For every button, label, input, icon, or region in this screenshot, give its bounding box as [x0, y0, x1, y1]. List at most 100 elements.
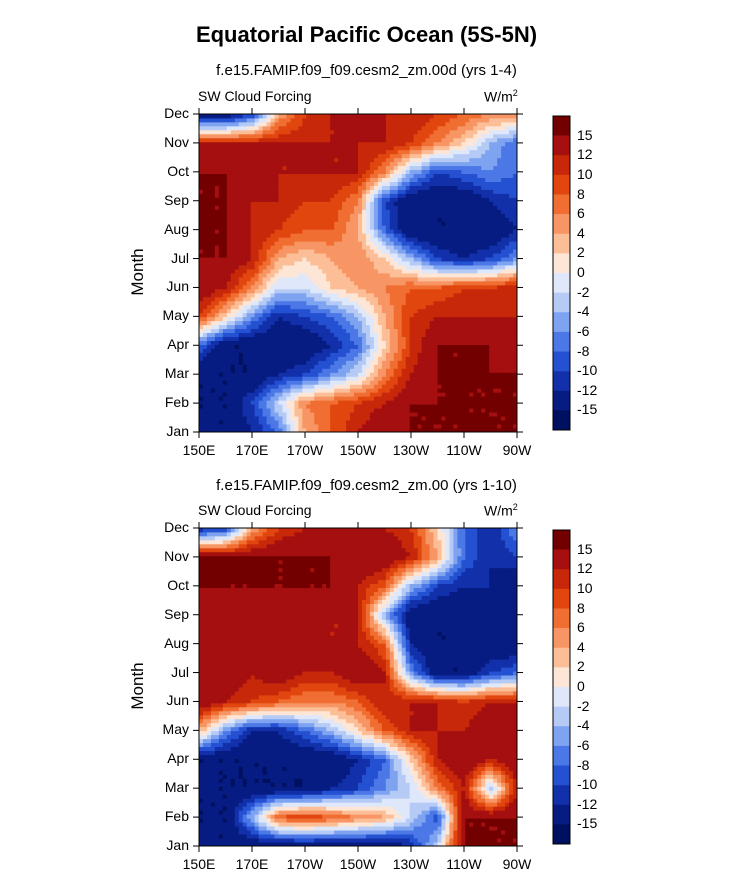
heat-cell: [210, 412, 216, 417]
heat-cell: [294, 253, 299, 258]
heat-cell: [389, 428, 395, 433]
heat-cell: [437, 193, 442, 198]
heat-cell: [481, 380, 486, 385]
heat-cell: [449, 276, 454, 282]
heat-cell: [377, 292, 383, 298]
heat-cell: [302, 368, 307, 373]
heat-cell: [401, 356, 407, 361]
heat-cell: [342, 428, 347, 433]
heat-cell: [441, 296, 446, 302]
heat-cell: [278, 328, 283, 334]
heat-cell: [401, 420, 407, 425]
heat-cell: [290, 400, 295, 405]
heat-cell: [481, 420, 486, 425]
heat-cell: [202, 412, 208, 417]
heat-cell: [457, 300, 462, 306]
heat-cell: [413, 416, 419, 421]
heat-cell: [373, 261, 379, 266]
heat-cell: [278, 237, 283, 242]
heat-cell: [214, 388, 220, 393]
heat-cell: [449, 304, 454, 310]
heat-cell: [449, 308, 454, 314]
heat-cell: [206, 360, 212, 365]
heat-cell: [445, 324, 450, 330]
heat-cell: [258, 372, 264, 377]
heat-cell: [485, 332, 490, 338]
heat-cell: [417, 237, 423, 242]
heat-cell: [266, 269, 271, 274]
heat-cell: [365, 392, 371, 397]
heat-cell: [214, 360, 220, 365]
heat-cell: [465, 316, 470, 322]
heat-cell: [346, 304, 351, 310]
heat-cell: [481, 368, 486, 373]
heat-cell: [330, 384, 335, 389]
heat-cell: [206, 276, 212, 282]
heat-cell: [354, 213, 359, 218]
heat-cell: [405, 308, 411, 314]
heat-cell: [493, 229, 498, 234]
heat-cell: [342, 213, 347, 218]
heat-cell: [501, 221, 506, 226]
heat-cell: [377, 241, 383, 246]
heat-cell: [334, 384, 339, 389]
heat-cell: [485, 269, 490, 274]
heat-cell: [246, 404, 252, 409]
heat-cell: [270, 360, 275, 365]
heat-cell: [469, 408, 474, 413]
heat-cell: [314, 388, 319, 393]
heat-cell: [437, 412, 442, 417]
heat-cell: [230, 229, 236, 234]
heat-cell: [206, 284, 212, 290]
heat-cell: [226, 368, 232, 373]
heat-cell: [485, 221, 490, 226]
heat-cell: [449, 185, 454, 190]
heat-cell: [385, 229, 391, 234]
heat-cell: [421, 229, 426, 234]
heat-cell: [493, 336, 498, 341]
heat-cell: [270, 368, 275, 373]
heat-cell: [199, 257, 204, 262]
heat-cell: [266, 372, 271, 377]
heat-cell: [354, 233, 359, 238]
heat-cell: [318, 261, 323, 266]
heat-cell: [222, 392, 228, 397]
heat-cell: [310, 356, 315, 361]
heat-cell: [250, 280, 256, 286]
heat-cell: [286, 233, 291, 238]
heat-cell: [485, 336, 490, 341]
heat-cell: [477, 416, 482, 421]
heat-cell: [294, 416, 299, 421]
heat-cell: [270, 276, 275, 282]
heat-cell: [230, 392, 236, 397]
heat-cell: [278, 316, 283, 322]
heat-cell: [477, 388, 482, 393]
heat-cell: [298, 296, 303, 302]
heat-cell: [425, 308, 430, 314]
heat-cell: [505, 356, 510, 361]
heat-cell: [469, 269, 474, 274]
heat-cell: [242, 380, 248, 385]
heat-cell: [485, 372, 490, 377]
heat-cell: [449, 284, 454, 290]
heat-cell: [469, 392, 474, 397]
heat-cell: [342, 189, 347, 194]
heat-cell: [509, 352, 514, 357]
heat-cell: [465, 344, 470, 349]
heat-cell: [405, 221, 411, 226]
heat-cell: [369, 368, 375, 373]
heat-cell: [302, 205, 307, 210]
heat-cell: [417, 340, 423, 345]
heat-cell: [346, 193, 351, 198]
heat-cell: [358, 384, 363, 389]
heat-cell: [322, 288, 327, 294]
heat-cell: [441, 368, 446, 373]
heat-cell: [226, 316, 232, 322]
heat-cell: [310, 380, 315, 385]
heat-cell: [206, 229, 212, 234]
heat-cell: [441, 388, 446, 393]
heat-cell: [246, 197, 252, 202]
heat-cell: [425, 265, 430, 270]
heat-cell: [489, 368, 494, 373]
heat-cell: [210, 265, 216, 270]
